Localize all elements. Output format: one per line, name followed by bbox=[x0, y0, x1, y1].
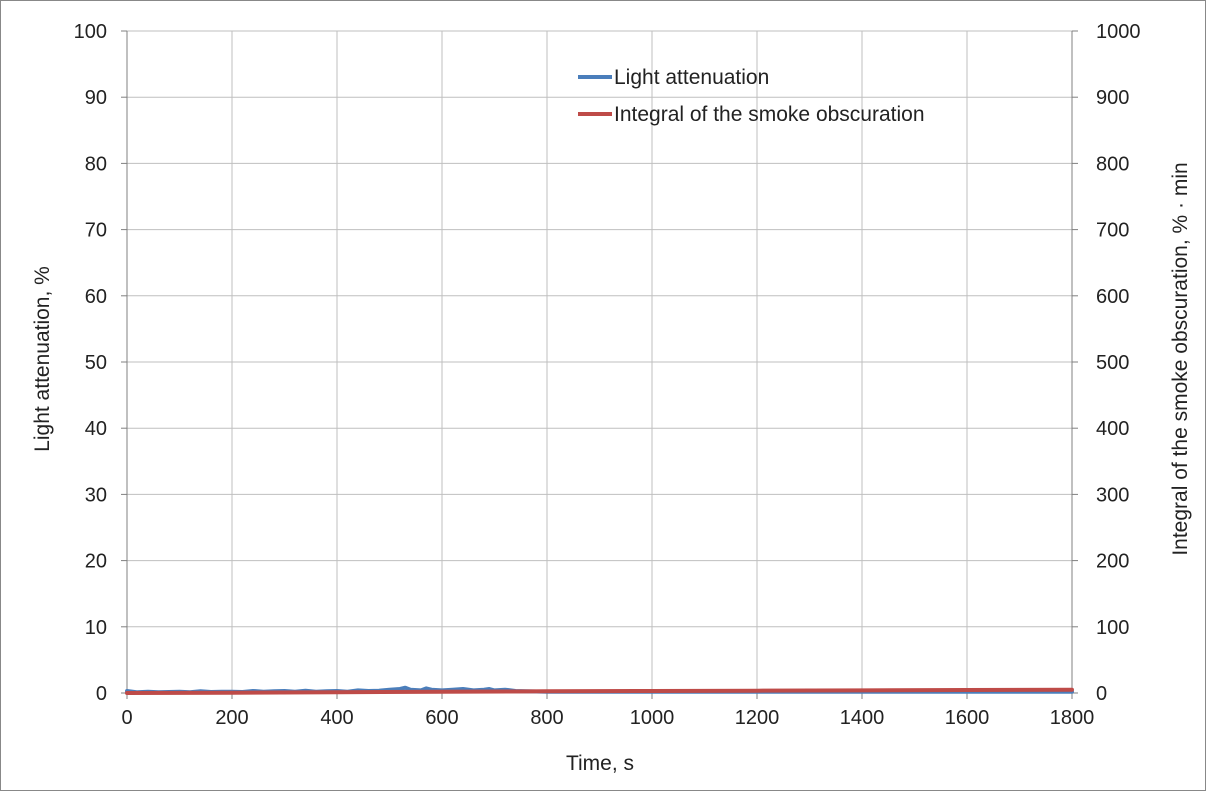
y2-tick-label: 600 bbox=[1096, 286, 1129, 308]
x-tick-label: 800 bbox=[530, 707, 563, 729]
x-tick-labels: 0 200 400 600 800 1000 1200 1400 1600 1800 bbox=[121, 707, 1094, 729]
y2-tick-label: 200 bbox=[1096, 551, 1129, 573]
y-tick-label: 70 bbox=[85, 220, 107, 242]
y-tick-labels: 0 10 20 30 40 50 60 70 80 90 100 bbox=[74, 21, 107, 705]
y-tick-label: 90 bbox=[85, 87, 107, 109]
x-tick-label: 1200 bbox=[735, 707, 780, 729]
y2-axis-title: Integral of the smoke obscuration, % · m… bbox=[1169, 162, 1192, 555]
y2-tick-label: 0 bbox=[1096, 683, 1107, 705]
legend-label-integral: Integral of the smoke obscuration bbox=[614, 103, 925, 126]
y2-tick-label: 900 bbox=[1096, 87, 1129, 109]
x-tick-label: 400 bbox=[320, 707, 353, 729]
x-axis-title: Time, s bbox=[566, 752, 634, 775]
y2-tick-label: 100 bbox=[1096, 617, 1129, 639]
y-tick-label: 60 bbox=[85, 286, 107, 308]
y-axis-title: Light attenuation, % bbox=[31, 266, 54, 452]
y-tick-label: 30 bbox=[85, 484, 107, 506]
y-tick-label: 20 bbox=[85, 551, 107, 573]
y-tick-label: 10 bbox=[85, 617, 107, 639]
x-tick-label: 1800 bbox=[1050, 707, 1095, 729]
y-tick-label: 0 bbox=[96, 683, 107, 705]
x-tick-label: 1400 bbox=[840, 707, 885, 729]
y-tick-label: 50 bbox=[85, 352, 107, 374]
y-tick-label: 100 bbox=[74, 21, 107, 43]
x-tick-label: 0 bbox=[121, 707, 132, 729]
y-tick-label: 40 bbox=[85, 418, 107, 440]
legend-label-light-attenuation: Light attenuation bbox=[614, 66, 769, 89]
y-tick-label: 80 bbox=[85, 153, 107, 175]
series-layer bbox=[125, 685, 1074, 695]
y2-tick-label: 800 bbox=[1096, 153, 1129, 175]
y2-tick-label: 300 bbox=[1096, 484, 1129, 506]
y2-tick-label: 1000 bbox=[1096, 21, 1141, 43]
x-tick-label: 200 bbox=[215, 707, 248, 729]
y2-tick-label: 400 bbox=[1096, 418, 1129, 440]
x-tick-label: 1600 bbox=[945, 707, 990, 729]
y2-tick-labels: 0 100 200 300 400 500 600 700 800 900 1000 bbox=[1096, 21, 1141, 705]
series-line-1 bbox=[125, 687, 1074, 695]
x-tick-label: 600 bbox=[425, 707, 458, 729]
x-tick-label: 1000 bbox=[630, 707, 675, 729]
legend: Light attenuation Integral of the smoke … bbox=[578, 66, 925, 126]
y2-tick-label: 500 bbox=[1096, 352, 1129, 374]
y2-tick-label: 700 bbox=[1096, 220, 1129, 242]
